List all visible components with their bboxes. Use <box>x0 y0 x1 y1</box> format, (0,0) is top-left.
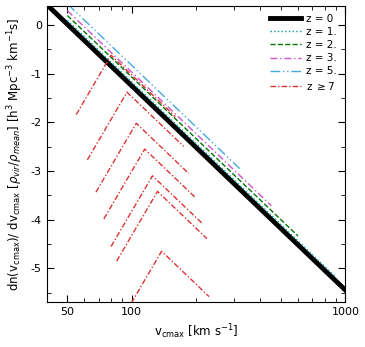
z $\geq$7 <box>146 88 150 93</box>
z = 5. <box>224 154 229 158</box>
z $\geq$7 <box>104 62 108 66</box>
z = 3. <box>228 164 232 168</box>
z = 5. <box>198 129 203 133</box>
z = 1. <box>291 234 296 238</box>
Line: z = 5.: z = 5. <box>68 4 240 169</box>
z = 1. <box>70 23 75 27</box>
z = 3. <box>255 190 260 194</box>
z = 2. <box>288 226 292 230</box>
z = 3. <box>230 166 234 170</box>
z = 0 <box>300 247 304 251</box>
z = 0 <box>52 9 56 14</box>
z = 0 <box>343 288 347 292</box>
z = 2. <box>252 193 257 197</box>
Line: z = 2.: z = 2. <box>68 16 298 236</box>
Line: z = 1.: z = 1. <box>68 20 336 277</box>
z $\geq$7 <box>103 64 107 68</box>
z $\geq$7 <box>74 112 78 117</box>
z = 5. <box>65 2 70 6</box>
z = 2. <box>65 14 70 18</box>
Line: z = 0: z = 0 <box>47 5 345 290</box>
z = 3. <box>269 204 273 208</box>
z = 1. <box>288 232 293 236</box>
z = 0 <box>45 2 49 7</box>
z = 5. <box>67 3 71 8</box>
z = 2. <box>281 220 286 225</box>
Legend: z = 0, z = 1., z = 2., z = 3., z = 5., z $\geq$7: z = 0, z = 1., z = 2., z = 3., z = 5., z… <box>267 11 340 95</box>
z = 3. <box>227 164 232 168</box>
z = 3. <box>65 9 70 13</box>
z = 5. <box>199 129 203 134</box>
X-axis label: v$_{\rm cmax}$ [km s$^{-1}$]: v$_{\rm cmax}$ [km s$^{-1}$] <box>154 323 238 341</box>
z $\geq$7 <box>124 68 128 72</box>
z = 0 <box>297 244 301 248</box>
z $\geq$7 <box>93 81 97 85</box>
z $\geq$7 <box>95 78 99 82</box>
Line: z $\geq$7: z $\geq$7 <box>76 55 175 117</box>
Line: z = 3.: z = 3. <box>68 11 271 206</box>
z = 1. <box>325 266 329 271</box>
z $\geq$7 <box>173 115 177 119</box>
z = 2. <box>253 193 257 197</box>
z = 2. <box>255 195 260 199</box>
z = 2. <box>296 234 300 238</box>
Y-axis label: dn(v$_{\rm cmax}$)/ dv$_{\rm cmax}$ [$\rho_{vir}/\rho_{mean}$] [h$^3$ Mpc$^{-3}$: dn(v$_{\rm cmax}$)/ dv$_{\rm cmax}$ [$\r… <box>5 17 25 291</box>
z = 0 <box>297 244 302 248</box>
z = 5. <box>238 167 242 171</box>
z = 5. <box>201 132 205 136</box>
z = 2. <box>69 17 73 21</box>
z = 0 <box>334 280 339 284</box>
z = 1. <box>319 261 323 265</box>
z = 5. <box>230 159 234 163</box>
z = 1. <box>334 275 338 279</box>
z = 1. <box>289 232 293 236</box>
z = 0 <box>328 273 333 278</box>
z $\geq$7 <box>109 53 113 57</box>
z = 3. <box>261 196 265 200</box>
z = 3. <box>68 11 72 15</box>
z = 1. <box>65 18 70 23</box>
